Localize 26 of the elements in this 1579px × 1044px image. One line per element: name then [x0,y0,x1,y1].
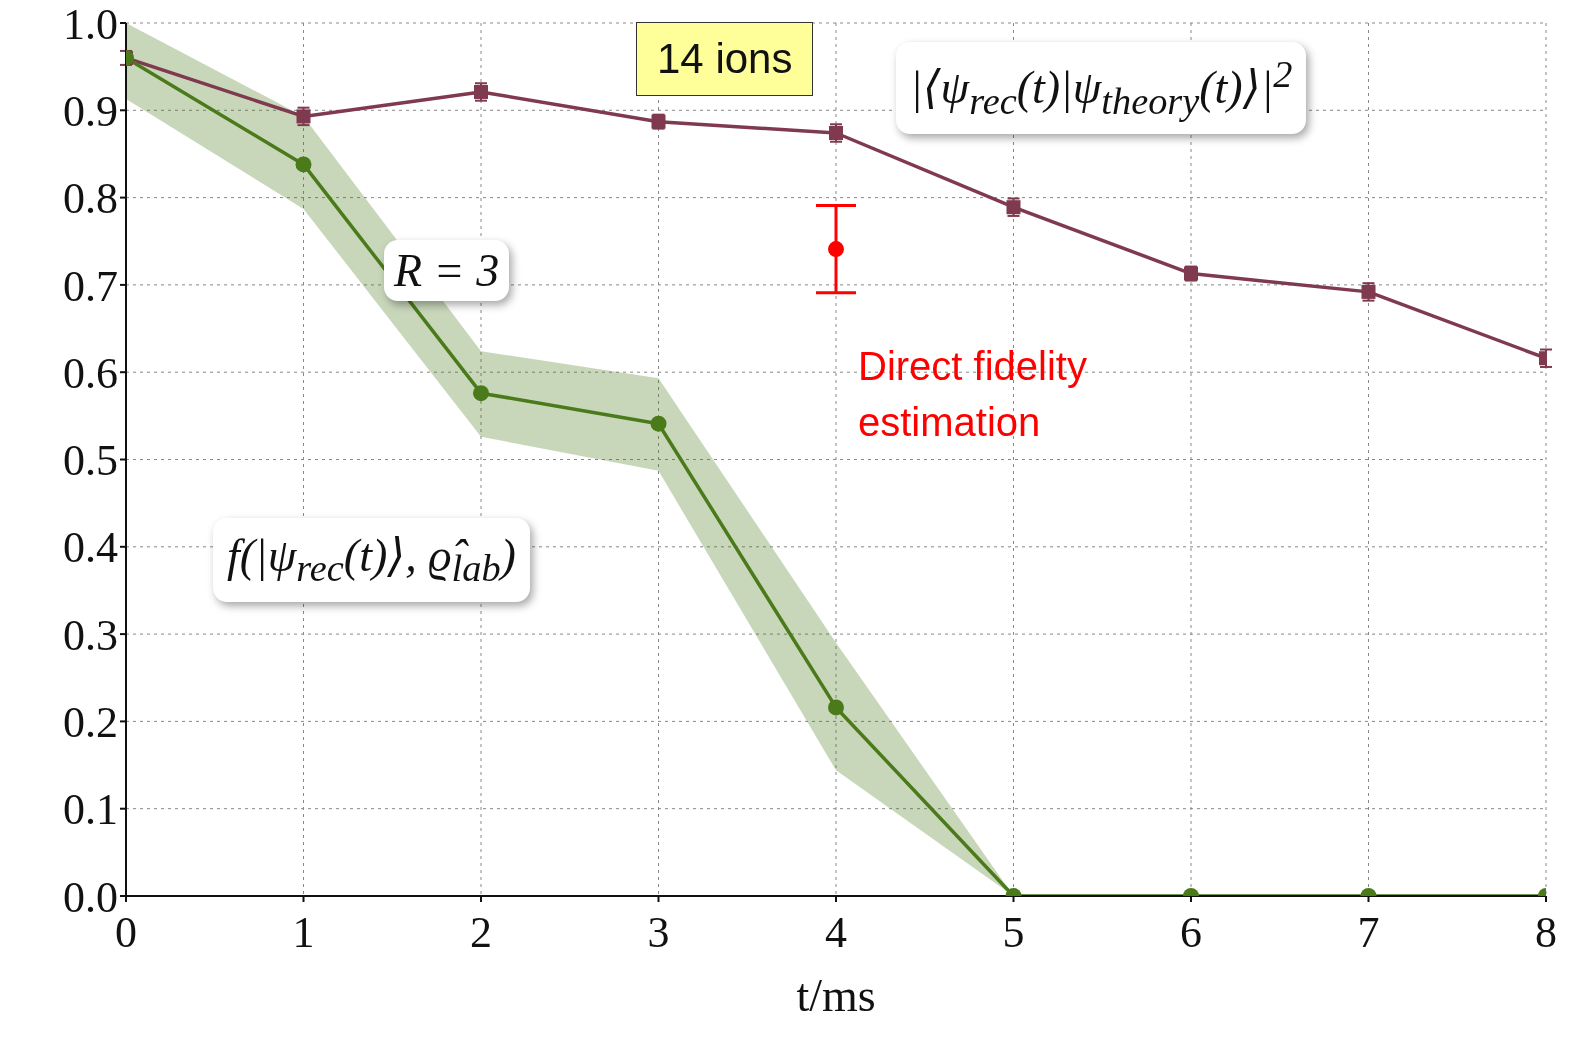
annotation: 14 ions [636,22,814,96]
x-tick-label: 8 [1535,908,1557,958]
y-tick-label: 0.5 [63,436,118,486]
y-tick-label: 0.9 [63,86,118,136]
y-tick-label: 0.0 [63,872,118,922]
text: Direct fidelity estimation [858,343,1088,446]
text: f(|ψ$_{rec}$(t)⟩, ϱ̂$_{lab}$) [213,518,530,602]
annotation: R = 3 [384,240,510,301]
x-tick-label: 5 [1002,908,1025,958]
y-tick-label: 0.8 [63,174,118,224]
x-tick-label: 2 [470,908,492,958]
y-tick-label: 0.1 [63,785,118,835]
x-tick-label: 7 [1357,908,1380,958]
x-tick-label: 1 [292,908,315,958]
x-tick-label: 3 [647,908,670,958]
y-tick-label: 1.0 [63,0,118,49]
x-axis-title: t/ms [796,970,876,1021]
x-tick-label: 0 [115,908,137,958]
y-tick-label: 0.4 [63,523,118,573]
y-tick-label: 0.2 [63,698,118,748]
y-tick-label: 0.6 [63,348,118,398]
series-label: |⟨ψ$_{rec}$(t)|ψ$_{theory}$(t)⟩|$^{2}$ [896,42,1307,135]
x-tick-label: 4 [825,908,847,958]
y-tick-label: 0.7 [63,261,118,311]
y-tick-label: 0.3 [63,610,118,660]
x-tick-label: 6 [1180,908,1202,958]
